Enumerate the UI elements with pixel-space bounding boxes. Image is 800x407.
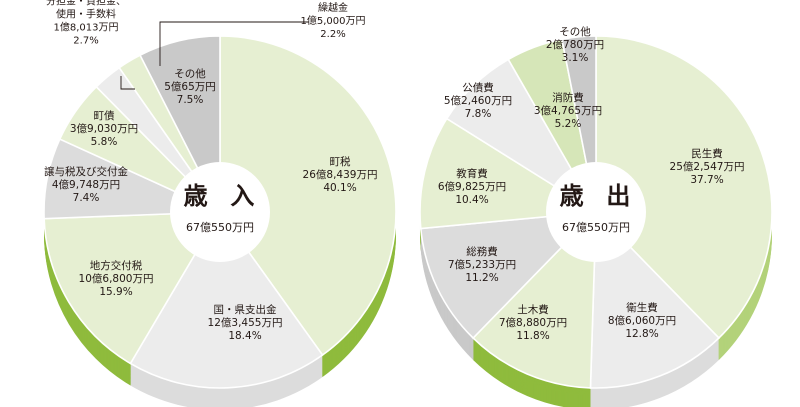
slice-label-rev-1: 国・県支出金 12億3,455万円 18.4% (208, 303, 283, 342)
slice-label-exp-6: 消防費 3億4,765万円 5.2% (534, 91, 602, 130)
pie-slice-rev-0 (219, 35, 397, 357)
pie-center-title: 歳 入 (184, 182, 257, 210)
pie-center-total: 67億550万円 (562, 221, 630, 234)
slice-label-rev-4: 町債 3億9,030万円 5.8% (70, 109, 138, 148)
slice-label-rev-3: 譲与税及び交付金 4億9,748万円 7.4% (44, 165, 128, 204)
pie-slice-exp-2 (471, 209, 597, 389)
pie-center-hole (546, 162, 646, 262)
slice-label-rev-5: 分担金・負担金、使用・手数料 1億8,013万円 2.7% (46, 0, 126, 47)
pie-slice-exp-0 (595, 35, 773, 340)
slice-label-exp-4: 教育費 6億9,825万円 10.4% (438, 167, 506, 206)
slice-label-rev-0: 町税 26億8,439万円 40.1% (303, 155, 378, 194)
slice-label-exp-2: 土木費 7億8,880万円 11.8% (499, 303, 567, 342)
slice-label-exp-0: 民生費 25億2,547万円 37.7% (670, 147, 745, 186)
slice-label-exp-1: 衛生費 8億6,060万円 12.8% (608, 301, 676, 340)
slice-label-rev-2: 地方交付税 10億6,800万円 15.9% (79, 259, 154, 298)
pie-center-total: 67億550万円 (186, 221, 254, 234)
pie-slice-exp-3 (419, 210, 599, 340)
pie-slice-rev-1 (129, 210, 324, 389)
pie-slice-exp-1 (589, 210, 721, 389)
slice-label-rev-7: その他 5億65万円 7.5% (164, 67, 216, 106)
callout-line-rev-6 (159, 21, 309, 66)
slice-label-rev-6: 繰越金 1億5,000万円 2.2% (301, 1, 366, 40)
slice-label-exp-5: 公債費 5億2,460万円 7.8% (444, 81, 512, 120)
slice-label-exp-7: その他 2億780万円 3.1% (546, 25, 604, 64)
pie-center-hole (170, 162, 270, 262)
slice-label-exp-3: 総務費 7億5,233万円 11.2% (448, 245, 516, 284)
pie-center-title: 歳 出 (560, 182, 633, 210)
pie-chart-expenditure: 歳 出 67億550万円 民生費 25億2,547万円 37.7% 衛生費 8億6,060万… (419, 25, 773, 407)
pie-chart-revenue: 歳 入 67億550万円 町税 26億8,439万円 40.1% 国・県支出金 12億3,4… (43, 0, 397, 407)
pie-slice-rev-2 (43, 211, 222, 365)
callout-line-rev-5 (120, 76, 135, 90)
